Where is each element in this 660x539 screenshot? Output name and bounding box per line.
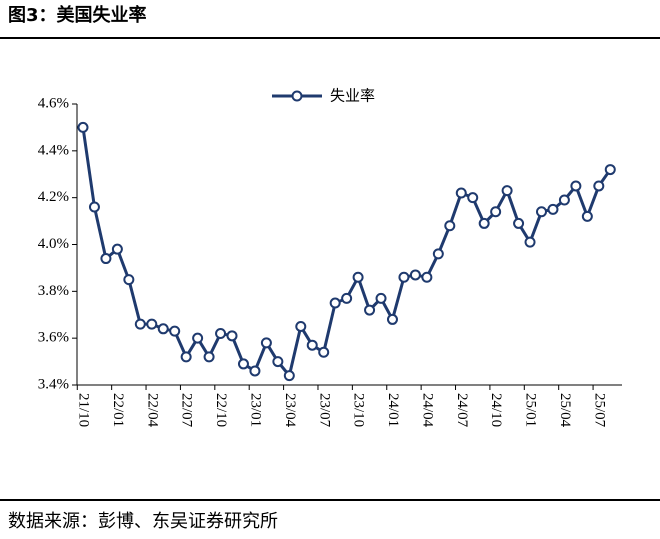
marker <box>272 356 284 368</box>
marker <box>77 121 89 133</box>
marker <box>157 323 169 335</box>
x-tick-label: 25/07 <box>591 393 607 428</box>
legend-label: 失业率 <box>330 87 375 105</box>
marker <box>203 351 215 363</box>
marker <box>547 203 559 215</box>
x-tick-label: 23/04 <box>282 393 298 428</box>
marker <box>398 271 410 283</box>
x-tick-label: 24/07 <box>454 393 470 428</box>
marker <box>192 332 204 344</box>
x-tick-label: 22/10 <box>213 393 229 427</box>
marker <box>593 180 605 192</box>
marker <box>134 318 146 330</box>
y-tick-label: 3.6% <box>38 330 69 346</box>
marker <box>478 217 490 229</box>
x-tick-label: 25/01 <box>523 393 539 427</box>
marker <box>341 292 353 304</box>
marker <box>180 351 192 363</box>
chart-title: 图3：美国失业率 <box>8 4 147 26</box>
line <box>81 127 612 379</box>
y-tick-label: 3.8% <box>38 283 69 299</box>
marker <box>249 365 261 377</box>
marker <box>409 269 421 281</box>
marker <box>558 194 570 206</box>
x-tick-label: 24/01 <box>385 393 401 427</box>
x-tick-label: 25/04 <box>557 393 573 428</box>
marker <box>386 313 398 325</box>
marker <box>146 318 158 330</box>
source: 数据来源：彭博、东吴证券研究所 <box>8 511 278 532</box>
x-tick-label: 22/07 <box>179 393 195 428</box>
marker <box>306 339 318 351</box>
marker <box>123 274 135 286</box>
marker <box>455 187 467 199</box>
marker <box>513 217 525 229</box>
marker <box>283 370 295 382</box>
y-tick-label: 3.4% <box>38 376 69 392</box>
marker <box>295 320 307 332</box>
y-tick-label: 4.0% <box>38 236 69 252</box>
x-tick-label: 23/07 <box>316 393 332 428</box>
marker <box>318 346 330 358</box>
marker <box>501 185 513 197</box>
x-tick-label: 21/10 <box>76 393 92 427</box>
marker <box>490 206 502 218</box>
marker <box>444 220 456 232</box>
marker <box>329 297 341 309</box>
x-tick-label: 24/04 <box>419 393 435 428</box>
legend-marker <box>291 90 303 102</box>
marker <box>581 210 593 222</box>
marker <box>111 243 123 255</box>
y-tick-label: 4.6% <box>38 95 69 111</box>
x-tick-label: 22/04 <box>144 393 160 428</box>
marker <box>421 271 433 283</box>
y-tick-label: 4.2% <box>38 189 69 205</box>
marker <box>100 253 112 265</box>
marker <box>467 192 479 204</box>
x-tick-label: 24/10 <box>488 393 504 427</box>
marker <box>169 325 181 337</box>
x-tick-label: 23/01 <box>247 393 263 427</box>
x-tick-label: 23/10 <box>351 393 367 427</box>
marker <box>432 248 444 260</box>
marker <box>226 330 238 342</box>
marker <box>215 327 227 339</box>
marker <box>524 236 536 248</box>
marker <box>375 292 387 304</box>
marker <box>88 201 100 213</box>
marker <box>604 164 616 176</box>
marker <box>260 337 272 349</box>
y-tick-label: 4.4% <box>38 142 69 158</box>
x-tick-label: 22/01 <box>110 393 126 427</box>
marker <box>570 180 582 192</box>
marker <box>364 304 376 316</box>
marker <box>352 271 364 283</box>
marker <box>237 358 249 370</box>
marker <box>535 206 547 218</box>
